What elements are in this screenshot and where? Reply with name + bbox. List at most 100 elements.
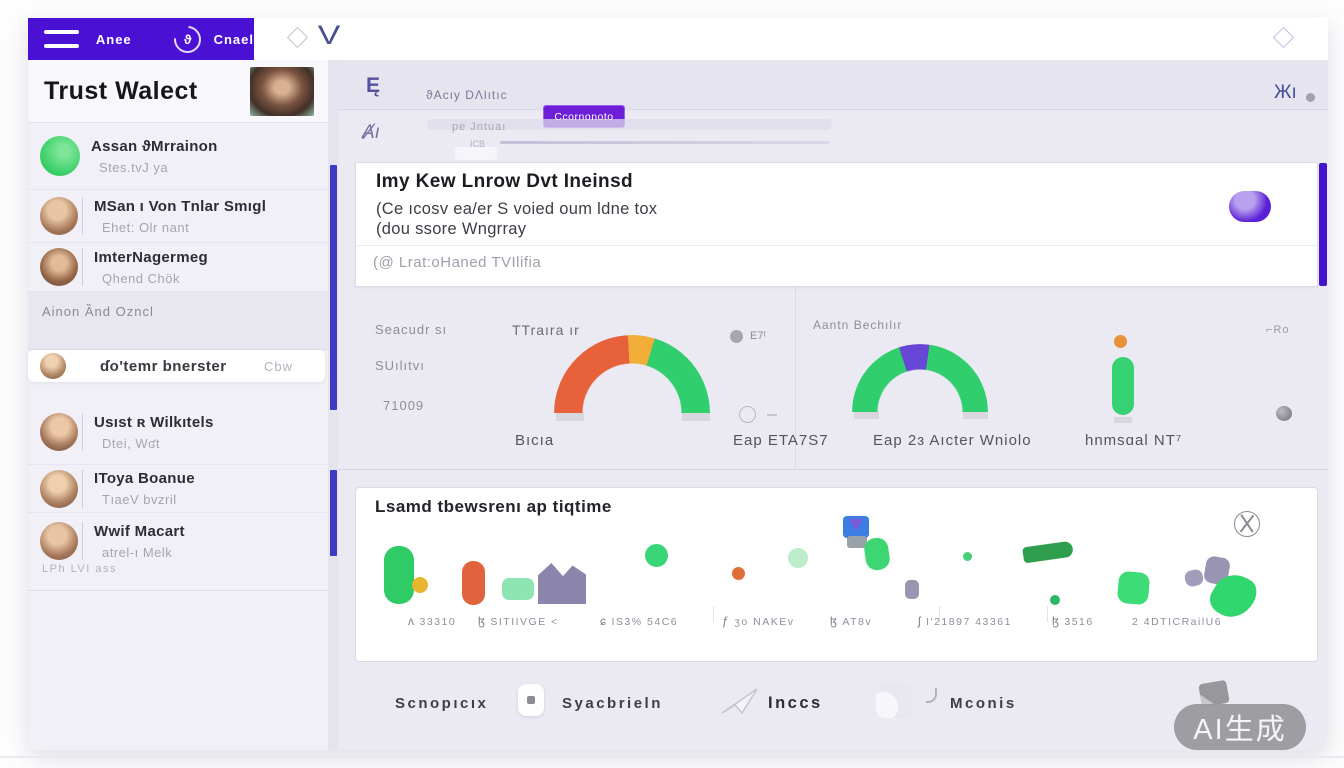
sidebar-section-label: Ainon Ȁnd Ozncl bbox=[42, 304, 154, 319]
message-body-line: (Ce ıcosv ea/er S voied oum ldne tox bbox=[376, 200, 658, 218]
gauge-stub bbox=[1114, 417, 1132, 423]
page-edge-line bbox=[0, 756, 1344, 758]
gauge-top-label: Aantn Bechılır bbox=[813, 318, 903, 332]
top-bar: Anee ϑ Cnael bbox=[28, 18, 254, 60]
footer-nav-item[interactable]: Syacbrieln bbox=[562, 695, 663, 712]
divider bbox=[356, 245, 1317, 246]
contact-badge: Cbw bbox=[263, 358, 293, 374]
folder-icon[interactable] bbox=[876, 682, 914, 718]
contact-list-item[interactable]: Wwif Macart atrel-ı Melk bbox=[28, 513, 328, 569]
app-title: Trust Walect bbox=[44, 76, 198, 105]
topbar-left-label[interactable]: Anee bbox=[95, 31, 132, 47]
contact-name: Assan ϑMrrainon bbox=[91, 137, 218, 155]
axis-icon: ʌ bbox=[408, 614, 416, 628]
contact-name: MSan ı Von Tnlar Smıgl bbox=[94, 197, 267, 215]
activity-chart-card: Lsamd tbewsrenı ap tiqtime ʌ 33310 ɮ SITII… bbox=[355, 487, 1318, 662]
divider bbox=[795, 287, 796, 470]
chart-title: Lsamd tbewsrenı ap tiqtime bbox=[375, 497, 612, 516]
chart-blob bbox=[1116, 570, 1151, 606]
menu-icon[interactable] bbox=[44, 30, 79, 48]
scrollbar-segment[interactable] bbox=[330, 165, 337, 410]
compose-icon[interactable]: Ⱥı bbox=[362, 122, 380, 143]
corner-label: ⌐Ro bbox=[1266, 324, 1290, 336]
sidebar: Trust Walect Assan ϑMrrainon Stes.tvJ ya… bbox=[28, 60, 328, 750]
globe-icon[interactable] bbox=[1234, 511, 1260, 537]
contact-name: ImterNagermeg bbox=[94, 248, 208, 266]
app-window: Anee ϑ Cnael V Trust Walect Assan ϑMrrai… bbox=[28, 18, 1328, 750]
axis-icon: ƒ bbox=[722, 614, 731, 628]
axis-icon: ɮ bbox=[1052, 614, 1061, 628]
diamond-icon[interactable] bbox=[286, 26, 309, 49]
contact-name: ɗo'temr bnerster bbox=[100, 357, 227, 375]
footer-nav-item[interactable]: Mconis bbox=[950, 695, 1017, 712]
message-card: Imy Kew Lnrow Dvt Ineinsd (Ce ıcosv ea/e… bbox=[355, 162, 1318, 287]
divider bbox=[82, 413, 83, 451]
contact-list-item[interactable]: ImterNagermeg Qhend Chök bbox=[28, 243, 328, 292]
dropdown-circle-icon[interactable] bbox=[739, 406, 756, 423]
gauge-stub bbox=[682, 413, 710, 421]
profile-avatar[interactable] bbox=[250, 66, 314, 116]
legend-label: E7ᵗ bbox=[750, 330, 766, 342]
footer-nav-item[interactable]: Scnopıcıx bbox=[395, 695, 489, 712]
axis-icon: ɮ bbox=[830, 614, 839, 628]
main-header bbox=[338, 60, 1328, 110]
footer-nav-item[interactable]: Inccs bbox=[768, 694, 823, 712]
tool-icon[interactable]: Ę bbox=[366, 74, 381, 97]
sub-tab-label: pe Jntuaı bbox=[452, 121, 507, 133]
reply-blob-button[interactable] bbox=[1229, 191, 1271, 222]
contact-list-item[interactable]: IToya Boanue TıaeV bvzril bbox=[28, 465, 328, 513]
contact-status: Qhend Chök bbox=[102, 270, 180, 286]
gauge-section: Seacudr sı SUılıtvı 71009 TTraıra ır E7ᵗ… bbox=[338, 287, 1328, 470]
status-avatar bbox=[40, 136, 80, 176]
gauge-stub bbox=[963, 412, 988, 419]
contact-status: Ehet: Olr nant bbox=[102, 219, 190, 235]
diamond-icon-right[interactable] bbox=[1272, 26, 1295, 49]
axis-text: ʒo NAKEv bbox=[734, 616, 795, 628]
axis-text: I'21897 43361 bbox=[926, 616, 1012, 628]
sidebar-section-band bbox=[28, 292, 328, 350]
message-body-line: (dou ssore Wngrray bbox=[376, 220, 527, 238]
contact-status: atrel-ı Melk bbox=[102, 544, 173, 560]
axis-label: ʃ I'21897 43361 bbox=[918, 614, 1012, 628]
axis-text: 33310 bbox=[419, 616, 457, 628]
user-circle-glyph: ϑ bbox=[183, 31, 191, 47]
faint-toolbar bbox=[427, 119, 832, 130]
chart-blob bbox=[732, 567, 745, 580]
user-circle-icon[interactable]: ϑ bbox=[168, 20, 207, 58]
spark-bar bbox=[1112, 357, 1134, 415]
spark-dot bbox=[1114, 335, 1127, 348]
chart-blob bbox=[538, 563, 586, 604]
gauge-side-label: Seacudr sı bbox=[375, 322, 448, 337]
send-icon[interactable]: Жı bbox=[1274, 82, 1297, 103]
axis-label: ɕ IS3% 54C6 bbox=[600, 614, 678, 628]
chart-blob bbox=[384, 546, 414, 604]
gauge-chart-left bbox=[554, 335, 710, 413]
paper-plane-icon[interactable] bbox=[720, 686, 760, 716]
tab-analytics[interactable]: ϑAcıy DΛlıtıc bbox=[426, 88, 508, 102]
message-footer: (@ Lrat:oHaned TVIlifia bbox=[373, 254, 542, 271]
divider bbox=[1047, 606, 1048, 622]
progress-pill bbox=[455, 147, 497, 160]
topbar-right-label[interactable]: Cnael bbox=[213, 31, 254, 47]
gauge-bottom-label: Eap 2ɜ Aıcter Wniolo bbox=[873, 432, 1032, 449]
axis-label: 2 4DTICRailU6 bbox=[1128, 614, 1222, 628]
bag-icon[interactable] bbox=[518, 684, 544, 716]
chart-blob bbox=[847, 536, 867, 548]
axis-label: ʌ 33310 bbox=[408, 614, 456, 628]
gray-ball-icon bbox=[1276, 406, 1292, 421]
check-icon[interactable]: V bbox=[317, 20, 341, 50]
contact-list-item[interactable]: MSan ı Von Tnlar Smıgl Ehet: Olr nant bbox=[28, 190, 328, 243]
scrollbar-segment[interactable] bbox=[330, 470, 337, 556]
chart-blob bbox=[1022, 540, 1074, 564]
axis-text: 2 4DTICRailU6 bbox=[1132, 616, 1223, 628]
contact-name: Usıst ʀ Wilkıtels bbox=[94, 413, 214, 431]
status-dot bbox=[1306, 93, 1315, 102]
contact-list-item[interactable]: Assan ϑMrrainon Stes.tvJ ya bbox=[28, 123, 328, 190]
contact-list-item[interactable]: Usıst ʀ Wilkıtels Dtei, Wʛt bbox=[28, 400, 328, 465]
axis-icon: ɕ bbox=[600, 614, 608, 628]
avatar bbox=[40, 248, 78, 286]
axis-label: ƒ ʒo NAKEv bbox=[722, 614, 795, 628]
contact-list-item-selected[interactable]: ɗo'temr bnerster Cbw bbox=[28, 350, 325, 382]
axis-text: 3516 bbox=[1064, 616, 1094, 628]
message-scrollbar[interactable] bbox=[1319, 163, 1327, 286]
